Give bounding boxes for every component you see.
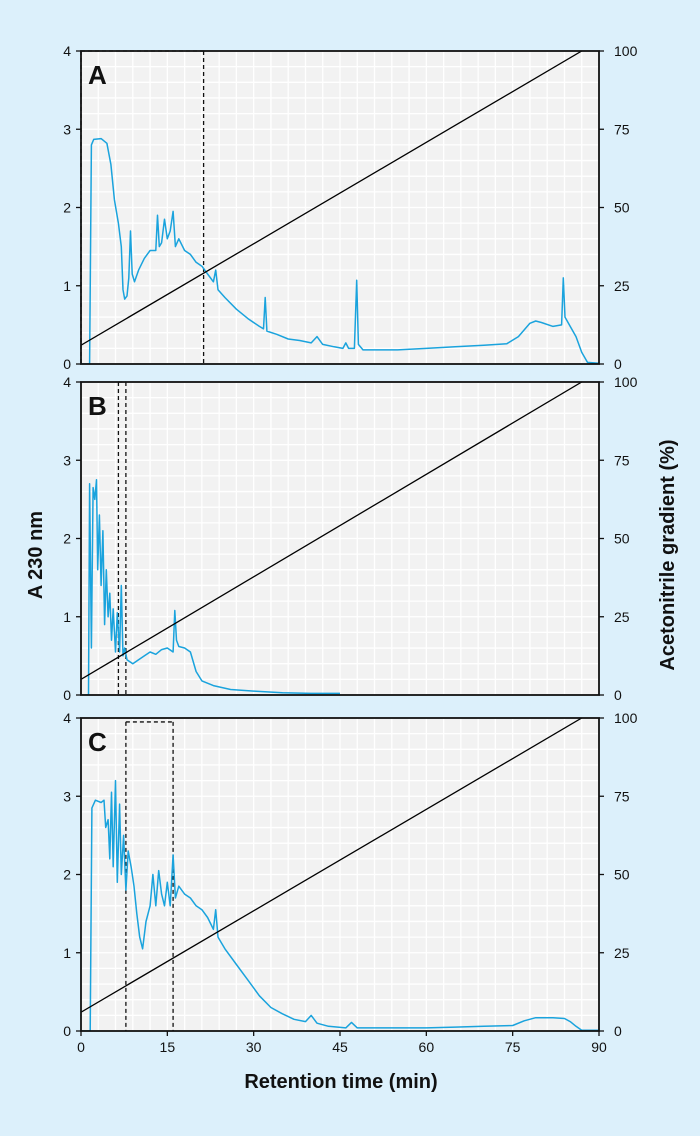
y-axis-ticks: 0 1 2 3 4 — [63, 43, 81, 372]
y-tick-label: 4 — [63, 43, 71, 59]
y2-tick-label: 50 — [614, 200, 630, 216]
grid — [80, 381, 600, 696]
panel-label: C — [88, 727, 107, 757]
absorbance-trace — [81, 779, 599, 1031]
y-tick-label: 0 — [63, 1023, 71, 1039]
y2-tick-label: 0 — [614, 356, 622, 372]
y-tick-label: 2 — [63, 200, 71, 216]
x-tick-label: 45 — [332, 1039, 348, 1055]
grid — [80, 50, 600, 365]
y2-axis-title: Acetonitrile gradient (%) — [657, 439, 679, 670]
y2-tick-label: 25 — [614, 278, 630, 294]
x-axis-title: Retention time (min) — [244, 1071, 437, 1093]
y-tick-label: 1 — [63, 278, 71, 294]
y-axis-ticks: 0 1 2 3 4 — [63, 710, 81, 1039]
x-tick-label: 90 — [591, 1039, 607, 1055]
absorbance-trace — [81, 137, 599, 364]
x-tick-label: 60 — [419, 1039, 435, 1055]
y2-tick-label: 100 — [614, 374, 638, 390]
gradient-line — [81, 718, 583, 1013]
y-tick-label: 3 — [63, 788, 71, 804]
y-tick-label: 0 — [63, 687, 71, 703]
x-tick-label: 75 — [505, 1039, 521, 1055]
y-tick-label: 4 — [63, 374, 71, 390]
x-tick-label: 15 — [160, 1039, 176, 1055]
gradient-line — [81, 51, 583, 346]
y2-tick-label: 50 — [614, 531, 630, 547]
y-tick-label: 1 — [63, 945, 71, 961]
y2-tick-label: 0 — [614, 1023, 622, 1039]
y2-tick-label: 25 — [614, 609, 630, 625]
x-axis-ticks: 0 15 30 45 60 75 90 — [77, 1031, 607, 1055]
panel-label: A — [88, 60, 107, 90]
panel-a: 0 1 2 3 4 0 25 50 75 100 A — [63, 43, 637, 372]
absorbance-trace — [81, 479, 340, 695]
y-tick-label: 2 — [63, 531, 71, 547]
y-tick-label: 3 — [63, 452, 71, 468]
gradient-line — [81, 382, 583, 680]
y-axis-ticks: 0 1 2 3 4 — [63, 374, 81, 703]
y-tick-label: 2 — [63, 867, 71, 883]
x-tick-label: 30 — [246, 1039, 262, 1055]
y-tick-label: 1 — [63, 609, 71, 625]
y2-tick-label: 75 — [614, 121, 630, 137]
y-tick-label: 0 — [63, 356, 71, 372]
y2-tick-label: 0 — [614, 687, 622, 703]
panels-layer: 0 1 2 3 4 0 25 50 75 100 A 0 1 2 3 4 0 25 50 75 100 B 0 1 2 3 4 0 25… — [63, 43, 637, 1055]
y2-axis-ticks: 0 25 50 75 100 — [599, 710, 638, 1039]
panel-label: B — [88, 391, 107, 421]
y2-axis-ticks: 0 25 50 75 100 — [599, 374, 638, 703]
y2-axis-ticks: 0 25 50 75 100 — [599, 43, 638, 372]
panel-b: 0 1 2 3 4 0 25 50 75 100 B — [63, 374, 637, 703]
y2-tick-label: 25 — [614, 945, 630, 961]
y2-tick-label: 75 — [614, 788, 630, 804]
y2-tick-label: 75 — [614, 452, 630, 468]
y-axis-title: A 230 nm — [25, 511, 47, 599]
y-tick-label: 4 — [63, 710, 71, 726]
y2-tick-label: 100 — [614, 43, 638, 59]
y-tick-label: 3 — [63, 121, 71, 137]
y2-tick-label: 100 — [614, 710, 638, 726]
panel-c: 0 1 2 3 4 0 25 50 75 100 0 15 30 45 60 75 90 C — [63, 710, 637, 1055]
y2-tick-label: 50 — [614, 867, 630, 883]
x-tick-label: 0 — [77, 1039, 85, 1055]
